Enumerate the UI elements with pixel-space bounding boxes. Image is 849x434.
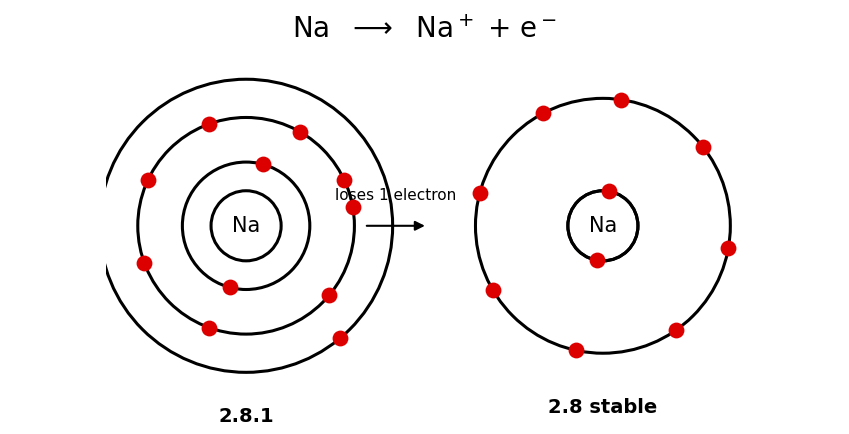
Text: 2.8.1: 2.8.1 (218, 408, 274, 426)
Point (256, 161, 269, 168)
Point (486, 286, 499, 293)
Text: Na: Na (232, 216, 260, 236)
Point (570, 347, 583, 354)
Point (473, 189, 486, 196)
Point (669, 327, 683, 334)
Point (614, 96, 627, 103)
Point (202, 121, 216, 128)
Point (722, 244, 735, 251)
Text: Na: Na (589, 216, 617, 236)
Point (337, 177, 351, 184)
Point (138, 260, 151, 266)
Point (141, 177, 155, 184)
Point (334, 335, 347, 342)
Text: 2.8 stable: 2.8 stable (548, 398, 657, 417)
Point (590, 257, 604, 264)
Point (323, 292, 336, 299)
Point (537, 110, 550, 117)
Point (202, 324, 216, 331)
Point (602, 188, 616, 195)
Text: loses 1 electron: loses 1 electron (335, 188, 457, 204)
Point (222, 284, 236, 291)
Point (294, 128, 307, 135)
Text: Na  $\longrightarrow$  Na$^+$ + e$^-$: Na $\longrightarrow$ Na$^+$ + e$^-$ (292, 16, 557, 43)
Point (696, 144, 710, 151)
Point (346, 204, 360, 210)
